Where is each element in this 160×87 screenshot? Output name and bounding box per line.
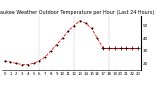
Title: Milwaukee Weather Outdoor Temperature per Hour (Last 24 Hours): Milwaukee Weather Outdoor Temperature pe… (0, 10, 154, 15)
